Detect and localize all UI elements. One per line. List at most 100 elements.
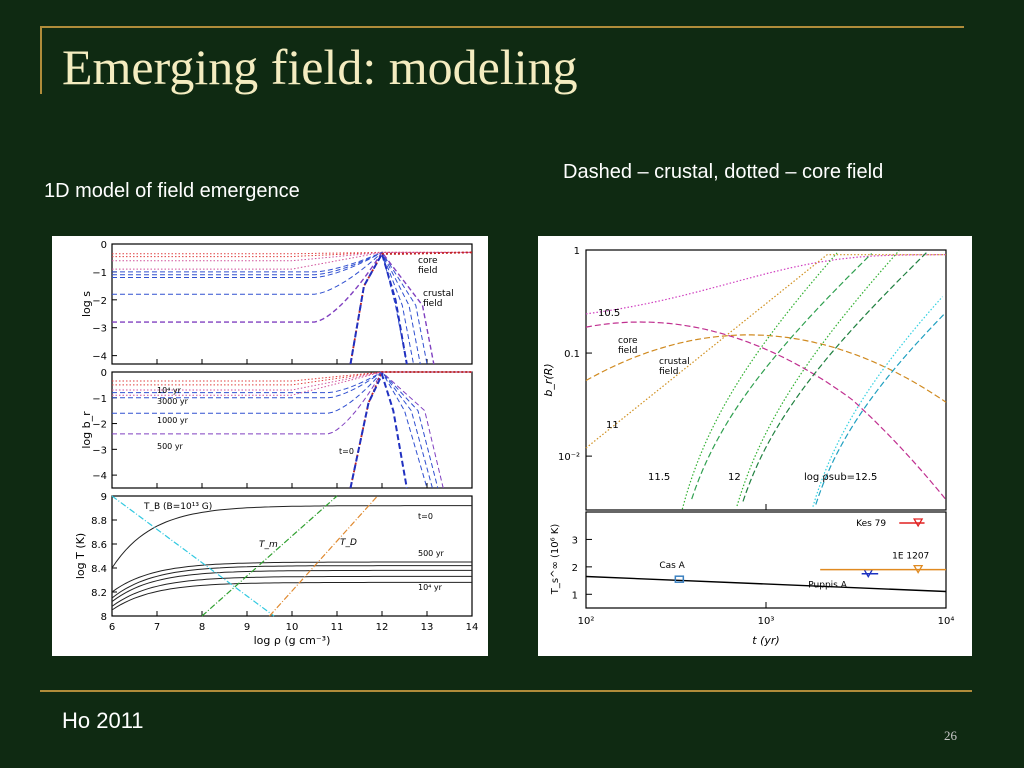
subtitle-right: Dashed – crustal, dotted – core field xyxy=(563,161,884,183)
panel-c-tm-label: T_m xyxy=(259,540,278,550)
panel-c-xtick-label: 13 xyxy=(421,622,434,633)
panel-b-tick-label: −2 xyxy=(92,420,107,431)
panel-e-tick-label: 2 xyxy=(572,563,578,574)
panel-d-tick-label: 10⁻² xyxy=(558,452,580,463)
label-11p5: 11.5 xyxy=(648,472,670,483)
figure-right: 10.110⁻²b_r(R)10.5corefieldcrustalfield1… xyxy=(542,246,954,647)
panel-c-xtick-label: 7 xyxy=(154,622,160,633)
crustal-field-11 xyxy=(585,334,947,403)
panel-c-tb-label: T_B (B=10¹³ G) xyxy=(143,502,212,512)
panel-b-ylabel: log b_r xyxy=(80,411,93,449)
panel-b-label-1000yr: 1000 yr xyxy=(157,416,189,425)
obs-label-kes-79: Kes 79 xyxy=(856,519,886,529)
panel-c-ylabel: log T (K) xyxy=(74,533,87,579)
panel-d-frame xyxy=(585,249,947,511)
panel-b-label-500yr: 500 yr xyxy=(157,442,184,451)
temperature-curve xyxy=(111,505,472,569)
panel-c-td-label: T_D xyxy=(340,538,357,548)
page-number: 26 xyxy=(944,728,957,743)
panel-b-tick-label: −3 xyxy=(92,445,107,456)
core-field-curve xyxy=(112,251,472,258)
cooling-curve xyxy=(585,575,947,593)
core-field-curve-b xyxy=(112,371,472,386)
crustal-field-curve xyxy=(112,251,428,365)
core-field-curve-b xyxy=(112,371,472,391)
crustal-field-curve-b xyxy=(112,371,428,489)
panel-a-crustal-label: field xyxy=(423,299,442,309)
panel-c-1e4yr-label: 10⁴ yr xyxy=(418,583,443,592)
panel-d-crustal-label: field xyxy=(659,367,678,377)
panel-b-label-1e4yr: 10⁴ yr xyxy=(157,386,182,395)
core-field-curve xyxy=(112,251,472,262)
panel-a-tick-label: −3 xyxy=(92,324,107,335)
obs-label-cas-a: Cas A xyxy=(659,561,685,571)
panel-e-tick-label: 1 xyxy=(572,590,578,601)
panel-d-crustal-label: crustal xyxy=(659,357,690,367)
panel-c-xtick-label: 9 xyxy=(244,622,250,633)
panel-a-core-label: core xyxy=(418,256,438,266)
crustal-field-curve-b xyxy=(112,371,433,489)
crustal-field-12p5 xyxy=(815,312,946,505)
core-field-curve xyxy=(112,251,472,270)
tm-line xyxy=(201,495,338,617)
panel-b-label-t0: t=0 xyxy=(339,447,354,456)
crustal-field-curve xyxy=(112,251,421,365)
crustal-field-10p5 xyxy=(585,321,947,501)
panel-c-xtick-label: 14 xyxy=(466,622,479,633)
panel-a-tick-label: −2 xyxy=(92,296,107,307)
figure-right-panel: 1 0.1 10⁻² b_r(R) 10.5 core field crustal field 1… xyxy=(538,236,972,656)
top-rule xyxy=(40,26,964,28)
panel-a-tick-label: −1 xyxy=(92,268,107,279)
panel-c-tick-label: 9 xyxy=(101,492,107,503)
core-field-t0-curve-b xyxy=(349,371,472,489)
crustal-field-curve-b xyxy=(112,371,439,489)
obs-label-puppis-a: Puppis A xyxy=(808,581,847,591)
panel-c-tick-label: 8.6 xyxy=(91,540,107,551)
obs-marker xyxy=(912,518,924,528)
panel-c-xlabel: log ρ (g cm⁻³) xyxy=(254,634,331,647)
panel-c-tick-label: 8.8 xyxy=(91,516,107,527)
panel-c-tick-label: 8 xyxy=(101,612,107,623)
obs-marker xyxy=(912,564,924,574)
subtitle-left: 1D model of field emergence xyxy=(44,180,300,202)
core-field-10p5 xyxy=(585,254,946,315)
core-field-12 xyxy=(736,250,900,507)
core-field-curve-b xyxy=(112,371,472,382)
crustal-field-11p5 xyxy=(691,253,873,500)
panel-c-t0-label: t=0 xyxy=(418,512,433,521)
panel-c-xtick-label: 11 xyxy=(331,622,344,633)
panel-c-xtick-label: 8 xyxy=(199,622,205,633)
temperature-curve xyxy=(111,561,472,593)
crustal-field-t0-curve xyxy=(349,251,408,365)
temperature-curve xyxy=(111,565,472,599)
crustal-field-curve-b xyxy=(112,371,444,489)
panel-b-tick-label: 0 xyxy=(101,368,107,379)
panel-a-tick-label: −4 xyxy=(92,352,107,363)
panel-c-xtick-label: 10 xyxy=(286,622,299,633)
cas-a-marker xyxy=(674,575,685,583)
tb-line xyxy=(111,495,275,617)
panel-c-tick-label: 8.2 xyxy=(91,588,107,599)
crustal-field-curve xyxy=(112,251,408,365)
panel-d-tick-label: 0.1 xyxy=(564,349,580,360)
core-field-t0-curve xyxy=(349,251,473,365)
panel-a-ylabel: log s xyxy=(80,291,93,317)
panel-b-tick-label: −4 xyxy=(92,471,107,482)
core-field-12p5 xyxy=(812,296,943,507)
crustal-field-curve xyxy=(112,251,435,365)
slide-title: Emerging field: modeling xyxy=(62,39,578,95)
panel-e-tick-label: 3 xyxy=(572,535,578,546)
footer-citation: Ho 2011 xyxy=(62,708,144,733)
obs-label-1e-1207: 1E 1207 xyxy=(892,552,929,562)
crustal-field-curve xyxy=(112,251,414,365)
label-12: 12 xyxy=(728,472,741,483)
panel-d-core-label: core xyxy=(618,336,638,346)
panel-e-xtick-label: 10³ xyxy=(758,616,775,627)
core-field-curve-b xyxy=(112,371,472,396)
panel-c-tick-label: 8.4 xyxy=(91,564,107,575)
panel-a-tick-label: 0 xyxy=(101,240,107,251)
panel-b-tick-label: −1 xyxy=(92,394,107,405)
crustal-field-t0-curve-b xyxy=(349,371,408,489)
panel-a-crustal-label: crustal xyxy=(423,289,454,299)
